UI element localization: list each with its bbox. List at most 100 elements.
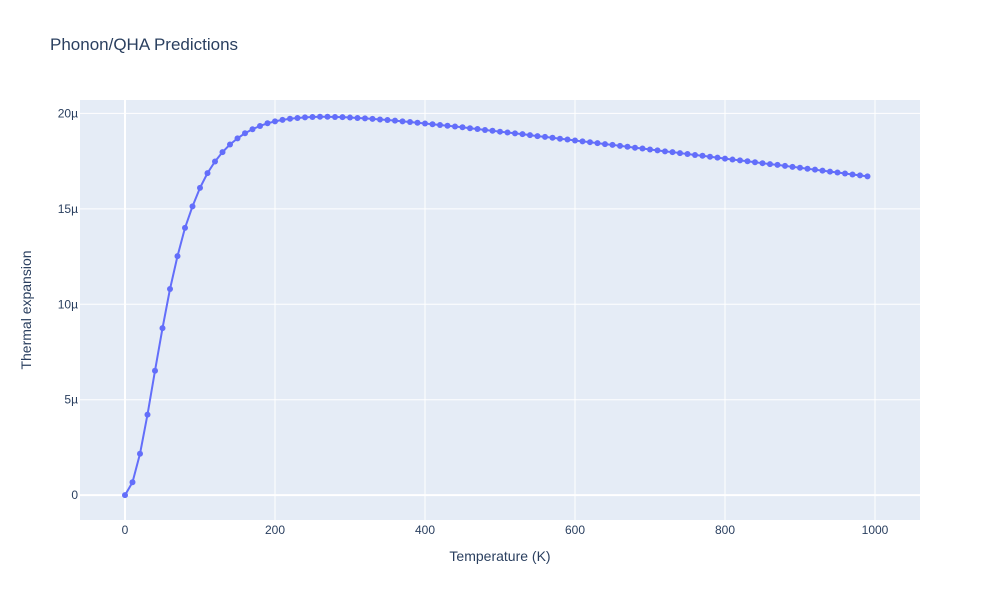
data-point [684,151,691,158]
data-point [549,134,556,141]
data-point [617,142,623,149]
data-point [459,124,466,131]
data-point [759,160,766,167]
data-point [609,141,616,148]
data-point [744,158,751,165]
x-axis-ticks: 0 200 400 600 800 1000 [122,523,889,537]
data-point [339,114,346,121]
data-point [452,123,458,130]
y-axis-title: Thermal expansion [18,250,34,369]
x-axis-title: Temperature (K) [449,548,550,564]
data-point [227,141,233,148]
chart-title: Phonon/QHA Predictions [50,35,238,54]
data-point [317,113,323,120]
data-point [804,165,811,172]
data-point [437,122,443,129]
data-point [579,138,586,145]
data-point [287,115,293,122]
data-point [257,122,263,129]
data-point [234,135,241,142]
data-point [527,132,533,139]
data-point [204,170,211,177]
data-point [174,253,181,260]
data-point [647,146,653,153]
data-point [377,116,383,123]
data-point [632,144,638,151]
x-tick-label: 200 [265,523,285,537]
data-point [722,155,728,162]
data-point [302,114,308,121]
data-point [602,141,608,148]
data-point [519,131,526,138]
data-point [249,126,256,133]
y-tick-label: 10µ [58,297,78,311]
x-tick-label: 0 [122,523,129,537]
data-point [182,224,188,231]
data-point [729,156,736,163]
data-point [624,143,631,150]
data-point [414,119,421,126]
data-point [797,164,803,171]
data-point [564,136,571,143]
x-tick-label: 1000 [862,523,889,537]
data-point [774,161,781,168]
data-point [864,173,871,180]
data-point [369,115,376,122]
series-layer [122,113,871,499]
grid-lines [80,100,920,520]
data-point [422,120,428,127]
data-point [857,172,863,179]
x-tick-label: 400 [415,523,435,537]
data-point [542,133,548,140]
data-point [489,127,496,134]
data-point [782,162,788,169]
data-point [474,126,481,133]
data-point [212,158,218,165]
data-point [264,120,271,127]
plot-area [80,100,920,520]
data-point [197,184,203,191]
data-point [332,113,338,120]
y-tick-label: 20µ [58,106,78,120]
data-point [512,130,518,137]
y-axis-ticks: 0 5µ 10µ 15µ 20µ [58,106,79,502]
data-point [594,140,601,147]
data-point [834,169,841,176]
data-point [819,167,826,174]
data-point [159,325,166,332]
data-point [827,168,833,175]
data-point [467,125,473,132]
data-point [407,118,413,125]
x-tick-label: 800 [715,523,735,537]
data-point [362,115,368,122]
data-point [669,149,676,156]
data-point [279,116,286,123]
data-point [219,149,226,156]
data-point [504,129,511,136]
data-point [587,139,593,146]
data-point [654,147,661,154]
data-point [572,137,578,144]
data-point [354,114,361,121]
data-point [557,135,563,142]
data-point [444,122,451,129]
data-point [167,286,173,292]
data-point [707,153,713,160]
data-point [384,117,391,124]
data-point [347,114,353,121]
data-point [152,367,158,374]
y-tick-label: 5µ [64,393,78,407]
data-point [789,163,796,170]
data-point [752,159,758,166]
data-point [767,161,773,168]
data-point [294,114,301,121]
data-point [137,450,143,457]
data-point [534,133,541,140]
data-point [272,118,278,125]
data-point [849,171,856,178]
data-point [399,118,406,125]
data-point [129,479,136,486]
y-tick-label: 15µ [58,202,78,216]
series-line [124,115,868,496]
data-point [714,154,721,161]
